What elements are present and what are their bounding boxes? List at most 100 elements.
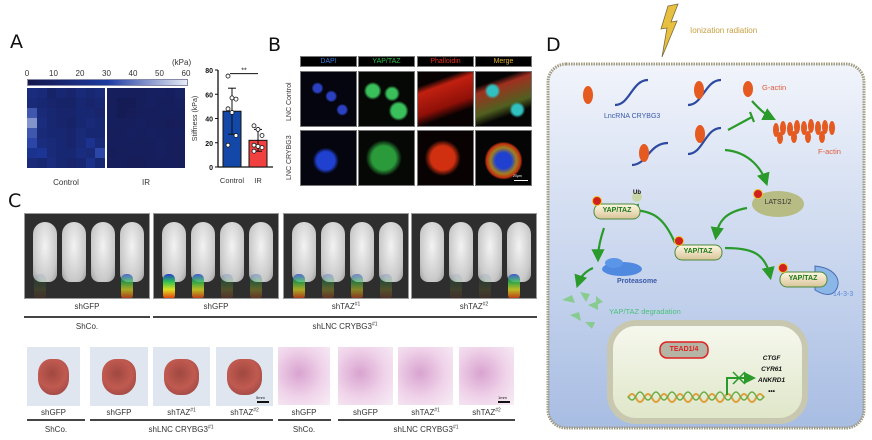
g-actin-label: G-actin (762, 83, 787, 92)
luminescence-signal (322, 274, 334, 298)
histology-label: shGFP (292, 408, 317, 417)
heatmap-cell (126, 88, 137, 98)
label-superscript: #2 (253, 407, 259, 414)
tead-label: TEAD1/4 (669, 346, 699, 353)
yap-taz-label-2: YAP/TAZ (683, 248, 713, 255)
heatmap-cell (146, 128, 156, 138)
mouse-body (33, 222, 57, 282)
y-tick-label: 80 (205, 68, 213, 75)
heatmap-cell (85, 98, 96, 108)
label-superscript: #1 (371, 321, 378, 328)
ub-label: Ub (633, 190, 641, 196)
inhibition-arrow (727, 111, 756, 131)
heatmap-cell (175, 118, 185, 128)
colorbar-tick: 60 (181, 69, 191, 78)
heatmap-cell (36, 98, 47, 108)
scale-bar-1mm (498, 401, 510, 403)
mouse-body (62, 222, 86, 282)
heatmap-cell (85, 148, 96, 158)
label-text: shLNC CRYBG3 (393, 425, 453, 434)
label-text: shTAZ (230, 408, 254, 417)
heatmap-cell (56, 128, 66, 138)
heatmap-cell (46, 158, 57, 168)
luminescence-signal (163, 274, 175, 298)
luminescence-signal (450, 274, 462, 298)
heatmap-label-control: Control (53, 178, 79, 187)
lung-photo (153, 347, 210, 406)
heatmap-cell (165, 118, 176, 128)
luminescence-signal (221, 274, 233, 298)
heatmap-cell (66, 118, 76, 128)
channel-header-merge: Merge (475, 56, 532, 67)
x-tick-label: Control (220, 176, 245, 185)
condition-label-shlnc: shLNC CRYBG3#1 (313, 322, 378, 331)
colorbar-tick: 50 (155, 69, 164, 78)
heatmap-cell (36, 128, 47, 138)
heatmap-cell (46, 98, 57, 108)
transcription-arrow (726, 372, 756, 395)
label-text: shTAZ (472, 408, 496, 417)
heatmap-cell (116, 138, 127, 148)
heatmap-cell (126, 148, 137, 158)
data-point (233, 133, 239, 138)
heatmap-cell (175, 158, 185, 168)
colorbar-unit: (kPa) (172, 58, 192, 67)
heatmap-cell (46, 138, 57, 148)
heatmap-cell (175, 88, 185, 98)
lung (37, 358, 70, 396)
heatmap-cell (107, 108, 117, 118)
label-text: shLNC CRYBG3 (148, 425, 208, 434)
heatmap-cell (136, 108, 146, 118)
heatmap-cell (75, 128, 86, 138)
heatmap-cell (126, 98, 137, 108)
row-label-1: LNC CRYBG3 (286, 135, 293, 180)
heatmap-cell (155, 118, 166, 128)
heatmap-cell (146, 158, 156, 168)
data-point (225, 106, 231, 112)
label-superscript: #1 (434, 407, 440, 414)
data-point (229, 95, 235, 101)
lung-label: shTAZ#1 (167, 408, 196, 417)
y-axis-label: Stiffness (kPa) (192, 96, 199, 141)
heatmap-cell (175, 148, 185, 158)
heatmap-control (27, 88, 105, 168)
heatmap-cell (155, 108, 166, 118)
micrograph (417, 130, 474, 186)
histology-image (398, 347, 453, 405)
lung-photo (27, 347, 80, 406)
label-superscript: #1 (452, 424, 459, 431)
phospho-icon (592, 196, 602, 206)
heatmap-cell (126, 118, 137, 128)
mouse-body (321, 222, 345, 282)
heatmap-cell (46, 118, 57, 128)
heatmap-cell (155, 128, 166, 138)
condition-label-shlnc: shLNC CRYBG3#1 (149, 425, 214, 434)
lung (227, 358, 262, 396)
heatmap-cell (66, 98, 76, 108)
group-label: shTAZ#2 (459, 301, 489, 311)
heatmap-cell (46, 148, 57, 158)
heatmap-cell (46, 128, 57, 138)
gene-ctgf: CTGF (762, 355, 781, 362)
target-genes: CTGF CYR61 ANKRD1 ••• (758, 353, 785, 397)
mouse-body (91, 222, 115, 282)
label-text: shGFP (41, 408, 66, 417)
heatmap-cell (36, 158, 47, 168)
label-superscript: #1 (354, 301, 361, 308)
mouse-body (379, 222, 403, 282)
heatmap-cell (75, 88, 86, 98)
luminescence-signal (34, 274, 46, 298)
micrograph (417, 71, 474, 127)
heatmap-cell (27, 148, 37, 158)
group-label: shGFP (203, 302, 229, 311)
data-point (225, 73, 231, 79)
heatmap-cell (75, 98, 86, 108)
heatmap-cell (56, 138, 66, 148)
heatmap-cell (146, 118, 156, 128)
heatmap-cell (146, 88, 156, 98)
lightning-icon (660, 3, 679, 58)
histology-label: shTAZ#2 (472, 408, 501, 417)
heatmap-cell (95, 118, 105, 128)
mouse-body (162, 222, 186, 282)
ubiquitin-icon (632, 192, 642, 202)
